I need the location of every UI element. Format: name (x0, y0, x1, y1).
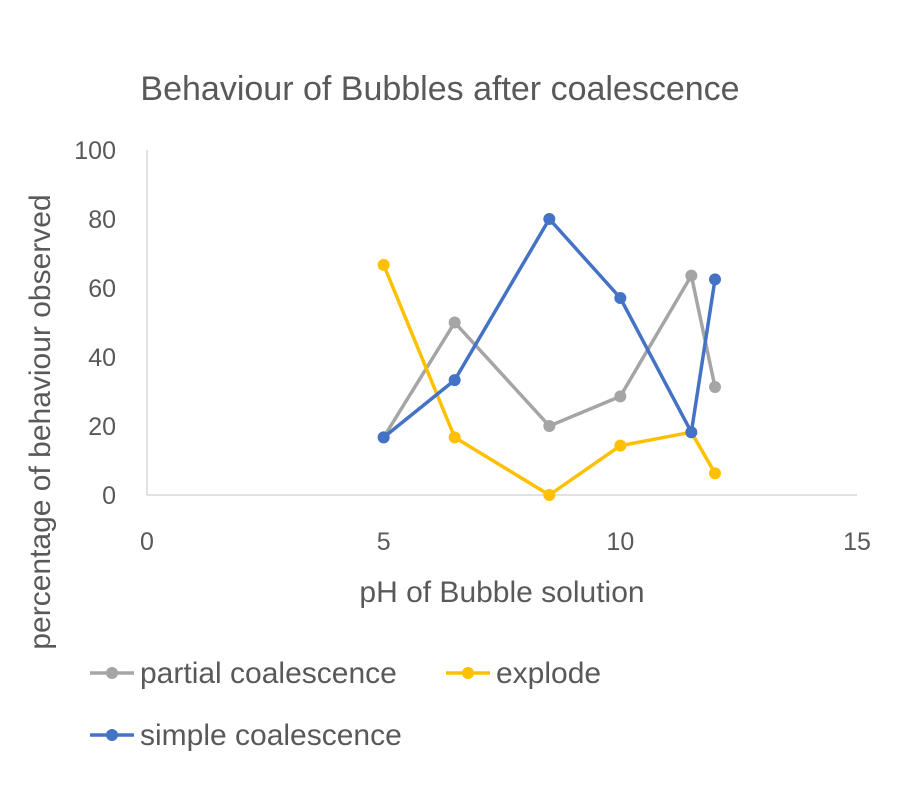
series-explode (377, 258, 721, 501)
y-tick-label: 0 (102, 482, 116, 510)
legend-swatch-marker (106, 667, 118, 679)
data-point (709, 467, 721, 480)
legend-label: explode (496, 657, 601, 690)
legend-item: explode (446, 657, 601, 690)
x-tick-label: 15 (843, 528, 871, 556)
y-tick-label: 80 (88, 206, 116, 234)
data-point (709, 273, 721, 286)
x-tick-label: 5 (377, 528, 391, 556)
series-layer (377, 213, 721, 501)
legend-swatch-marker (462, 667, 474, 679)
data-point (614, 292, 627, 305)
x-axis-ticks: 0 5 10 15 (140, 528, 871, 556)
data-point (448, 374, 461, 387)
series-line (382, 264, 717, 497)
y-axis-ticks: 0 20 40 60 80 100 (74, 137, 116, 510)
data-point (377, 258, 390, 271)
data-point (685, 269, 698, 282)
y-tick-label: 40 (88, 344, 116, 372)
data-point (685, 426, 698, 439)
data-point (543, 489, 556, 501)
series-simple-coalescence (377, 213, 721, 444)
data-point (543, 420, 556, 432)
data-point (448, 316, 461, 329)
x-tick-label: 0 (140, 528, 154, 556)
legend: partial coalescence explode simple coalesc… (90, 657, 601, 752)
legend-swatch-marker (106, 729, 118, 741)
data-point (614, 390, 627, 403)
chart-title: Behaviour of Bubbles after coalescence (140, 70, 739, 108)
y-tick-label: 60 (88, 275, 116, 303)
y-tick-label: 100 (74, 137, 116, 165)
legend-label: partial coalescence (140, 657, 397, 690)
x-axis-label: pH of Bubble solution (359, 576, 644, 609)
data-point (709, 381, 721, 394)
series-line (382, 273, 717, 439)
legend-item: partial coalescence (90, 657, 397, 690)
x-tick-label: 10 (606, 528, 634, 556)
series-line (382, 217, 717, 439)
legend-label: simple coalescence (140, 719, 402, 752)
data-point (543, 213, 556, 225)
legend-item: simple coalescence (90, 719, 402, 752)
axes (146, 150, 857, 496)
data-point (377, 431, 390, 444)
y-axis-label: percentage of behaviour observed (24, 194, 57, 649)
y-tick-label: 20 (88, 413, 116, 441)
series-partial-coalescence (377, 269, 721, 444)
data-point (448, 431, 461, 444)
data-point (614, 439, 627, 452)
